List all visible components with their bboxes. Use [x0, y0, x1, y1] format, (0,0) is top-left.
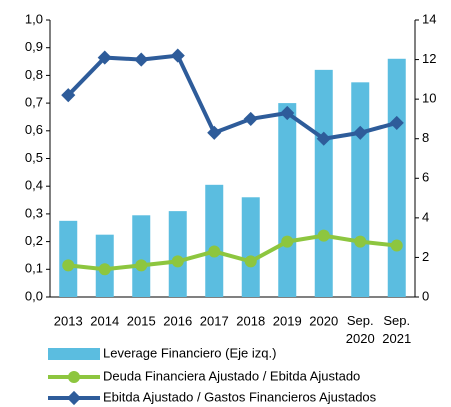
- bar: [168, 211, 187, 297]
- marker: [244, 255, 257, 268]
- y-tick-label: 1,0: [25, 11, 43, 26]
- marker: [135, 259, 148, 272]
- y-tick-label: 0,2: [25, 233, 43, 248]
- marker: [170, 48, 185, 63]
- marker: [243, 111, 258, 126]
- marker: [280, 105, 295, 121]
- y-tick-label: 0,4: [25, 178, 43, 193]
- y2-tick-label: 2: [422, 249, 429, 264]
- marker: [354, 235, 367, 248]
- marker: [281, 235, 294, 248]
- bar: [278, 103, 297, 297]
- marker: [98, 263, 111, 276]
- y-tick-label: 0,8: [25, 67, 43, 82]
- legend-marker: [68, 371, 80, 383]
- marker: [317, 229, 330, 242]
- bar: [59, 220, 78, 297]
- y-tick-label: 0,3: [25, 205, 43, 220]
- bar: [205, 184, 224, 297]
- marker: [134, 52, 149, 67]
- y-tick-label: 0,7: [25, 95, 43, 110]
- y2-tick-label: 6: [422, 170, 429, 185]
- x-tick-label: 2013: [54, 313, 83, 328]
- y-tick-label: 0,5: [25, 150, 43, 165]
- marker: [390, 239, 403, 252]
- line: [68, 233, 397, 272]
- legend-marker: [66, 390, 82, 406]
- legend-label: Deuda Financiera Ajustado / Ebitda Ajust…: [103, 368, 360, 383]
- bar: [314, 69, 333, 297]
- x-tick-label: 2014: [90, 313, 119, 328]
- marker: [207, 125, 222, 140]
- bar: [241, 197, 260, 297]
- bar: [132, 215, 151, 297]
- y2-tick-label: 14: [422, 11, 436, 26]
- marker: [353, 125, 368, 140]
- bar: [351, 82, 370, 297]
- x-tick-label: Sep. 2021: [382, 313, 411, 346]
- legend-swatch: [48, 348, 100, 360]
- x-tick-label: 2018: [236, 313, 265, 328]
- marker: [171, 255, 184, 268]
- x-tick-label: 2020: [309, 313, 338, 328]
- x-tick-label: Sep. 2020: [346, 313, 375, 346]
- line: [66, 53, 398, 141]
- y-tick-label: 0,6: [25, 122, 43, 137]
- legend-label: Leverage Financiero (Eje izq.): [103, 345, 276, 360]
- marker: [62, 259, 75, 272]
- y2-tick-label: 10: [422, 91, 436, 106]
- y2-tick-label: 0: [422, 288, 429, 303]
- y2-tick-label: 4: [422, 209, 429, 224]
- y-tick-label: 0,1: [25, 261, 43, 276]
- y-tick-label: 0,9: [25, 39, 43, 54]
- x-tick-label: 2017: [200, 313, 229, 328]
- marker: [316, 131, 331, 146]
- y2-tick-label: 12: [422, 51, 436, 66]
- x-tick-label: 2015: [127, 313, 156, 328]
- y-tick-label: 0,0: [25, 288, 43, 303]
- bar: [387, 58, 406, 297]
- x-tick-label: 2019: [273, 313, 302, 328]
- marker: [389, 115, 404, 130]
- marker: [208, 245, 221, 258]
- legend-label: Ebitda Ajustado / Gastos Financieros Aju…: [103, 389, 377, 404]
- y2-tick-label: 8: [422, 130, 429, 145]
- x-tick-label: 2016: [163, 313, 192, 328]
